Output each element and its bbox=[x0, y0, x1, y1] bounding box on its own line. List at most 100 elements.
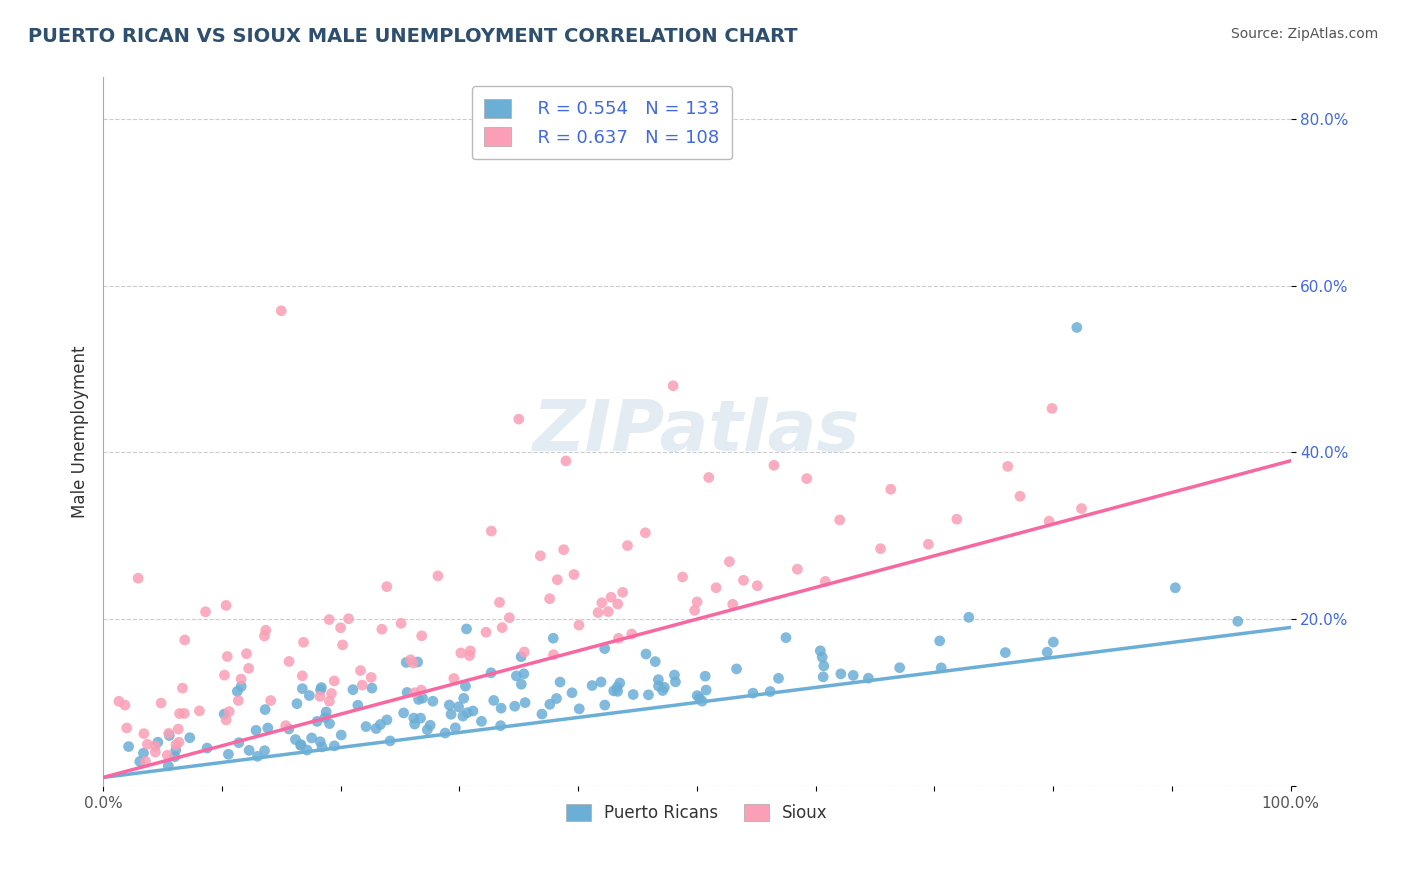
Point bbox=[278, 655, 301, 669]
Point bbox=[1036, 645, 1059, 659]
Point bbox=[606, 597, 628, 611]
Point bbox=[132, 746, 155, 760]
Point bbox=[163, 749, 186, 764]
Point bbox=[270, 303, 292, 318]
Point bbox=[454, 679, 477, 693]
Point bbox=[406, 655, 429, 669]
Point bbox=[505, 669, 527, 683]
Point bbox=[458, 648, 481, 663]
Point bbox=[434, 726, 457, 740]
Point bbox=[156, 748, 179, 763]
Point bbox=[188, 704, 211, 718]
Point bbox=[695, 669, 717, 683]
Point bbox=[688, 690, 710, 705]
Point bbox=[546, 691, 568, 706]
Point bbox=[644, 655, 666, 669]
Point bbox=[589, 675, 612, 690]
Point bbox=[482, 693, 505, 707]
Point bbox=[786, 562, 808, 576]
Point bbox=[354, 720, 377, 734]
Point bbox=[375, 713, 398, 727]
Point bbox=[212, 707, 235, 722]
Point bbox=[150, 696, 173, 710]
Point bbox=[530, 707, 553, 722]
Point bbox=[215, 599, 238, 613]
Point bbox=[136, 737, 159, 751]
Point bbox=[606, 684, 628, 698]
Point bbox=[869, 541, 891, 556]
Point bbox=[295, 743, 318, 757]
Point bbox=[229, 672, 252, 686]
Point bbox=[395, 656, 418, 670]
Point bbox=[586, 606, 609, 620]
Point bbox=[253, 744, 276, 758]
Point bbox=[957, 610, 980, 624]
Point bbox=[311, 681, 333, 695]
Point bbox=[284, 732, 307, 747]
Point bbox=[117, 739, 139, 754]
Point bbox=[318, 716, 340, 731]
Point bbox=[994, 646, 1017, 660]
Point bbox=[389, 616, 412, 631]
Point bbox=[408, 692, 430, 706]
Point bbox=[301, 731, 323, 745]
Point bbox=[214, 668, 236, 682]
Point bbox=[479, 665, 502, 680]
Point bbox=[440, 707, 463, 722]
Point bbox=[616, 539, 638, 553]
Point bbox=[309, 682, 332, 697]
Point bbox=[1226, 615, 1249, 629]
Point bbox=[603, 684, 626, 698]
Point bbox=[620, 627, 643, 641]
Point bbox=[811, 670, 834, 684]
Point bbox=[747, 579, 769, 593]
Point bbox=[311, 739, 333, 754]
Point bbox=[352, 678, 374, 692]
Point bbox=[108, 694, 131, 708]
Point bbox=[725, 662, 748, 676]
Y-axis label: Male Unemployment: Male Unemployment bbox=[72, 345, 89, 518]
Point bbox=[260, 693, 283, 707]
Point bbox=[548, 675, 571, 690]
Point bbox=[460, 644, 482, 658]
Point bbox=[813, 659, 835, 673]
Point bbox=[461, 704, 484, 718]
Point bbox=[447, 699, 470, 714]
Point bbox=[315, 705, 337, 719]
Point bbox=[143, 745, 166, 759]
Point bbox=[115, 721, 138, 735]
Point bbox=[228, 736, 250, 750]
Point bbox=[309, 735, 332, 749]
Point bbox=[318, 613, 340, 627]
Point bbox=[443, 672, 465, 686]
Point bbox=[127, 571, 149, 585]
Point bbox=[510, 649, 533, 664]
Point bbox=[347, 698, 370, 713]
Point bbox=[721, 597, 744, 611]
Point bbox=[1066, 320, 1088, 334]
Point bbox=[157, 759, 180, 773]
Point bbox=[997, 459, 1019, 474]
Point bbox=[215, 713, 238, 727]
Point bbox=[538, 698, 561, 712]
Point bbox=[439, 698, 461, 712]
Point bbox=[128, 755, 150, 769]
Point bbox=[411, 629, 433, 643]
Point bbox=[662, 378, 685, 392]
Point bbox=[378, 734, 401, 748]
Point bbox=[651, 683, 673, 698]
Point bbox=[411, 683, 433, 698]
Point bbox=[814, 574, 837, 589]
Point bbox=[277, 722, 299, 736]
Point bbox=[529, 549, 551, 563]
Point bbox=[399, 653, 422, 667]
Point bbox=[173, 632, 195, 647]
Point bbox=[543, 631, 565, 645]
Point bbox=[132, 726, 155, 740]
Point bbox=[489, 719, 512, 733]
Point bbox=[218, 705, 240, 719]
Point bbox=[612, 585, 634, 599]
Point bbox=[759, 684, 782, 698]
Point bbox=[426, 569, 449, 583]
Point bbox=[718, 555, 741, 569]
